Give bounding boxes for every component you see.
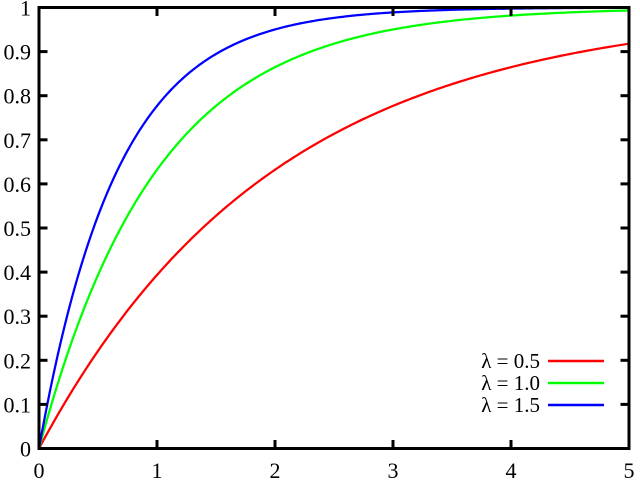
x-tick-label-3: 3: [388, 458, 399, 480]
y-tick-label-0.9: 0.9: [4, 40, 32, 65]
x-tick-label-1: 1: [152, 458, 163, 480]
plot-border: [37, 6, 631, 450]
y-tick-label-0.4: 0.4: [4, 260, 32, 285]
legend-label-lambda-1.5: λ = 1.5: [481, 393, 540, 417]
curves-layer: [37, 6, 631, 450]
y-tick-label-1: 1: [20, 0, 31, 21]
y-tick-label-0.8: 0.8: [4, 84, 32, 109]
x-tick-label-2: 2: [270, 458, 281, 480]
ticks-layer: [37, 6, 631, 450]
y-tick-label-0.6: 0.6: [4, 172, 32, 197]
legend-item-lambda-1.0: λ = 1.0: [481, 371, 604, 395]
y-tick-label-0.5: 0.5: [4, 216, 32, 241]
legend-label-lambda-0.5: λ = 0.5: [481, 349, 540, 373]
y-tick-label-0: 0: [20, 437, 31, 462]
x-tick-label-4: 4: [506, 458, 517, 480]
x-tick-label-0: 0: [34, 458, 45, 480]
legend-label-lambda-1.0: λ = 1.0: [481, 371, 540, 395]
y-tick-label-0.3: 0.3: [4, 304, 32, 329]
x-tick-label-5: 5: [624, 458, 635, 480]
legend-item-lambda-1.5: λ = 1.5: [481, 393, 604, 417]
y-tick-label-0.7: 0.7: [4, 128, 32, 153]
curve-λ = 1.0: [37, 9, 631, 450]
legend: λ = 0.5 λ = 1.0 λ = 1.5: [481, 349, 604, 417]
y-tick-label-0.2: 0.2: [4, 348, 32, 373]
curve-λ = 1.5: [37, 6, 631, 450]
curve-λ = 0.5: [37, 42, 631, 450]
legend-item-lambda-0.5: λ = 0.5: [481, 349, 604, 373]
y-tick-label-0.1: 0.1: [4, 392, 32, 417]
tick-labels-layer: 0 1 2 3 4 5 0 0.1 0.2 0.3 0.4 0.5 0.6 0.7 0.8 0.9 1: [4, 0, 635, 480]
